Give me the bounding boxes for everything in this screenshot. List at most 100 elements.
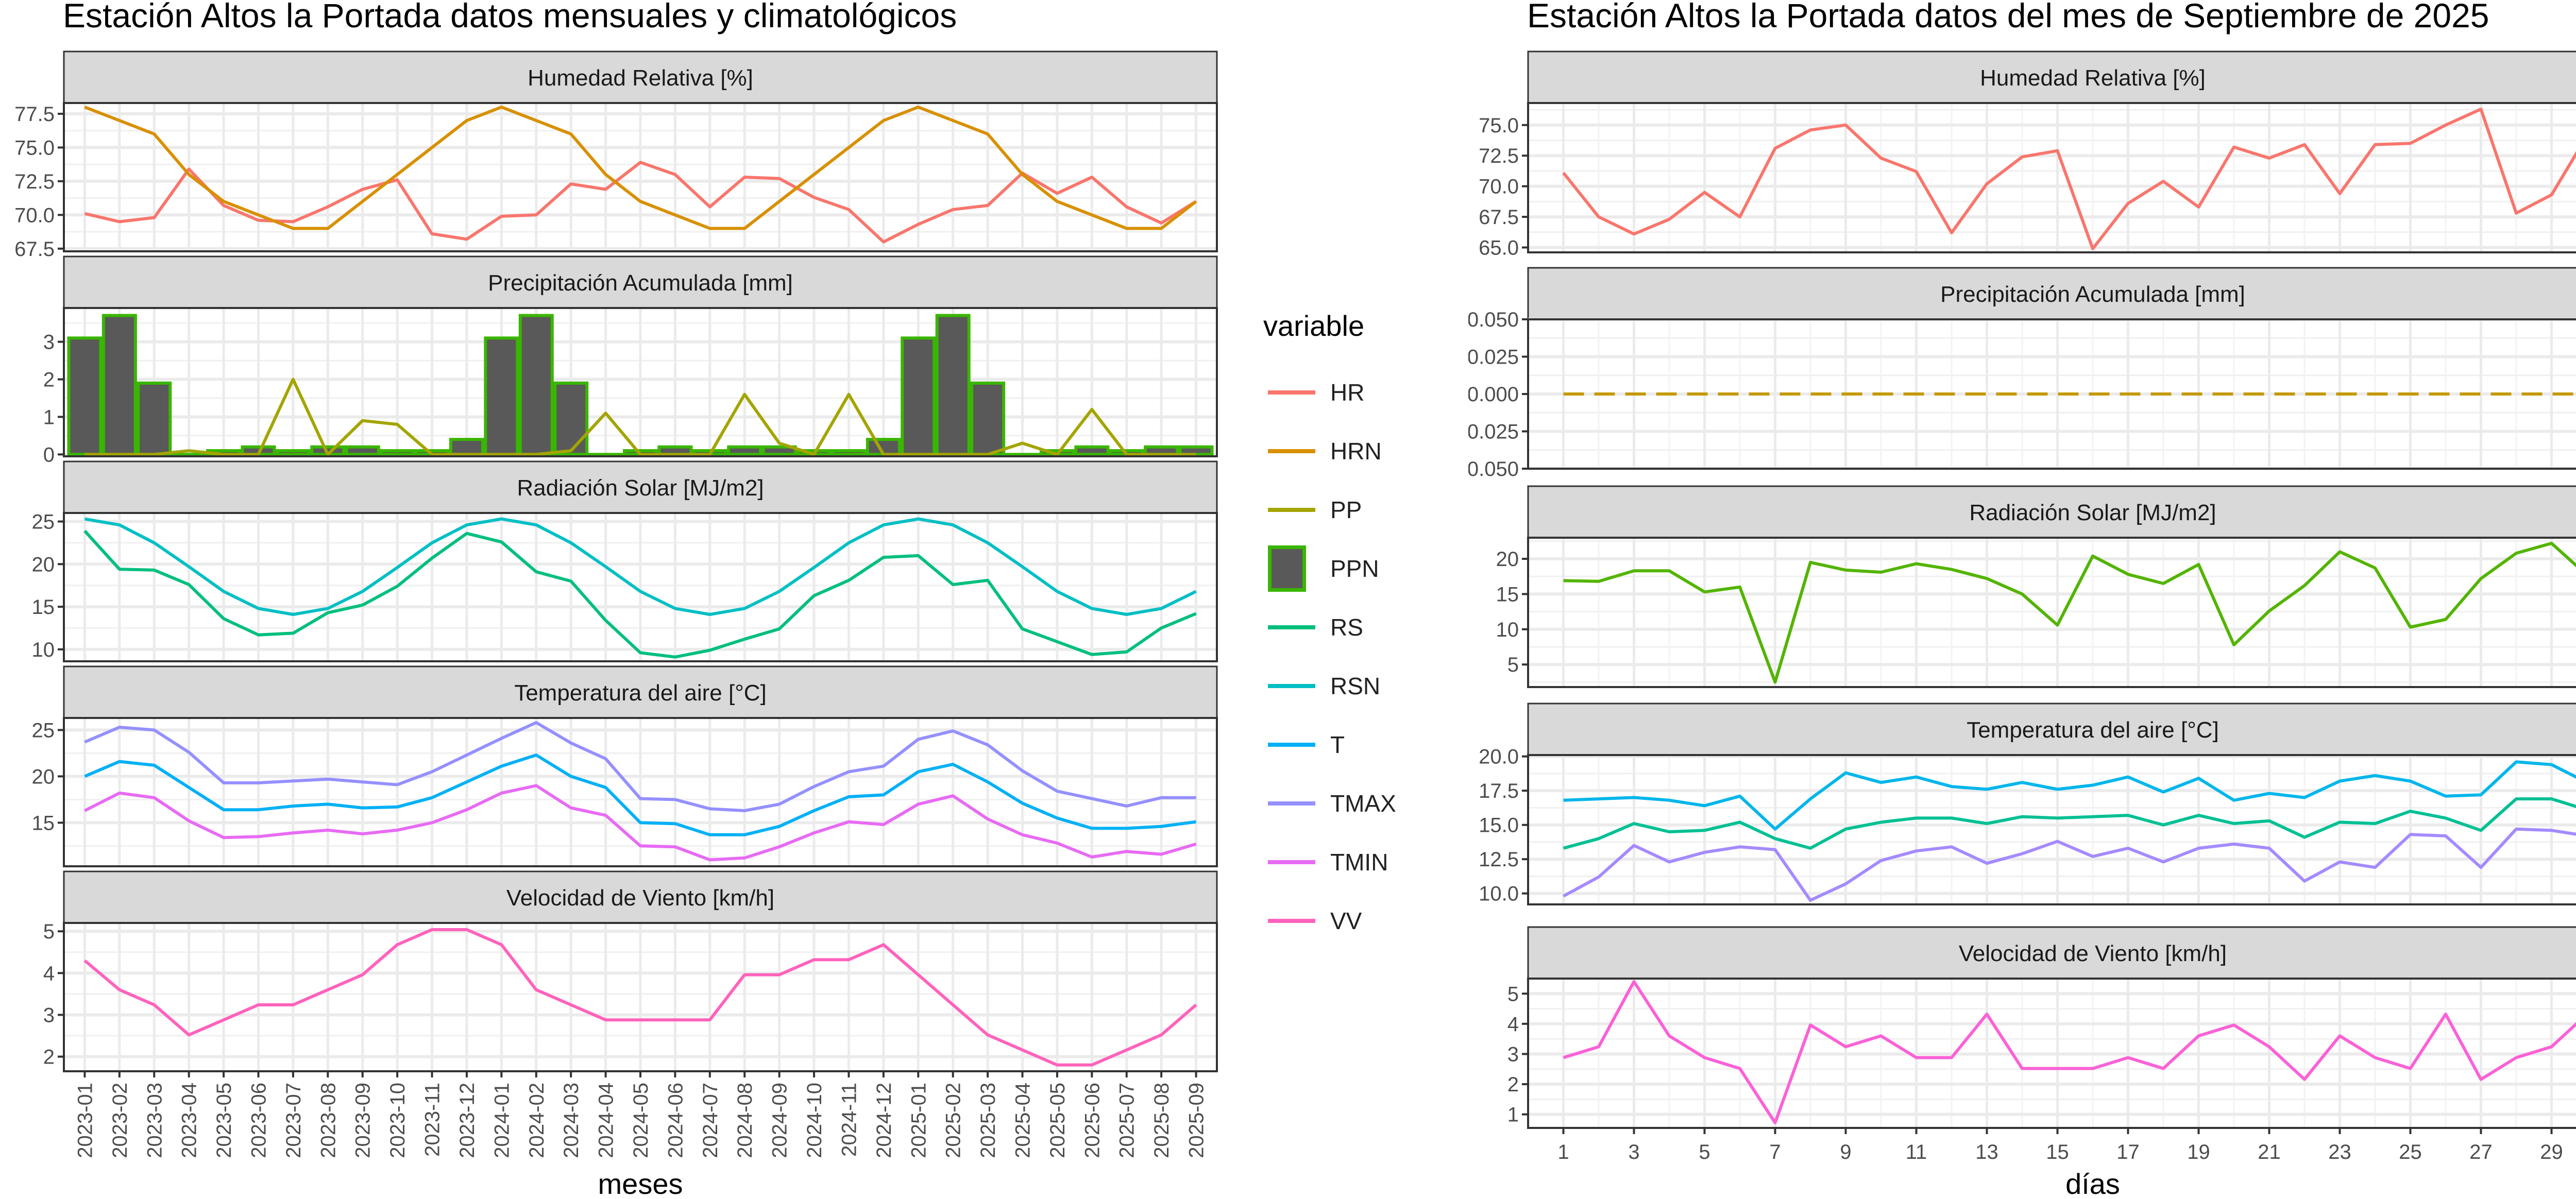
facet-strip-title: Velocidad de Viento [km/h] (506, 885, 774, 911)
x-tick-label: 2023-05 (213, 1083, 235, 1158)
y-tick-label: 77.5 (14, 103, 55, 126)
bar-ppn (275, 449, 311, 456)
left-monthly-chart: Humedad Relativa [%] 67.5 70.0 72.5 75.0 77.5… (14, 50, 1218, 1199)
legend-label: T (1330, 731, 1345, 758)
x-tick-label: 15 (2046, 1141, 2069, 1163)
legend-label: HR (1330, 379, 1365, 406)
bar-ppn (831, 449, 867, 456)
bar-ppn (1074, 445, 1110, 456)
x-tick-label: 2023-03 (143, 1083, 166, 1158)
series-line-vv (1563, 980, 2576, 1124)
facet-strip-title: Radiación Solar [MJ/m2] (1969, 500, 2216, 525)
x-tick-label: 1 (1557, 1141, 1569, 1163)
x-tick-label: 9 (1840, 1141, 1851, 1163)
panel-radiacion-solar-mj-m2: Radiación Solar [MJ/m2] 5 10 15 20 (1496, 485, 2576, 688)
legend-label: PP (1330, 496, 1362, 523)
y-tick-label: 10 (1496, 619, 1519, 641)
panel-border (1527, 537, 2576, 688)
series-line-tmin (84, 784, 1197, 862)
x-tick-label: 2025-01 (907, 1083, 930, 1158)
panel-border (1527, 102, 2576, 253)
bar-ppn (345, 445, 380, 456)
x-tick-label: 7 (1769, 1141, 1781, 1163)
x-tick-label: 2025-06 (1081, 1083, 1104, 1158)
series-line-t (84, 753, 1196, 836)
legend-item-rsn: RSN (1263, 657, 1396, 715)
legend-item-pp: PP (1263, 481, 1396, 539)
legend-label: TMIN (1330, 849, 1388, 876)
facet-strip-title: Humedad Relativa [%] (528, 65, 753, 91)
panel-temperatura-del-aire-c: Temperatura del aire [°C] 15 20 25 (32, 665, 1218, 867)
bar-ppn (67, 336, 103, 456)
legend-item-ppn: PPN (1263, 539, 1396, 598)
series-line-tmin (1563, 827, 2576, 902)
legend-line-key-icon (1263, 834, 1320, 890)
facet-strip (63, 665, 1218, 719)
x-tick-label: 19 (2187, 1141, 2210, 1163)
x-tick-label: 2023-09 (352, 1083, 375, 1158)
x-tick-label: 5 (1699, 1141, 1710, 1163)
legend-label: VV (1330, 907, 1362, 934)
panel-velocidad-de-viento-km-h: Velocidad de Viento [km/h] 1 2 3 4 5 (1507, 926, 2576, 1129)
series-line-vv (83, 928, 1197, 1067)
y-tick-label: 2 (43, 1046, 55, 1069)
y-tick-label: 15.0 (1479, 814, 1519, 837)
facet-strip-title: Precipitación Acumulada [mm] (1940, 282, 2245, 307)
bar-ppn (449, 438, 484, 456)
x-tick-label: 17 (2116, 1141, 2140, 1163)
series-line-rs (83, 529, 1197, 659)
y-tick-label: 75.0 (14, 136, 55, 159)
y-tick-label: 1 (1507, 1104, 1519, 1126)
bar-ppn (970, 381, 1006, 456)
y-tick-label: 75.0 (1479, 114, 1519, 137)
panel-radiacion-solar-mj-m2: Radiación Solar [MJ/m2] 10 15 20 25 (32, 460, 1218, 662)
facet-strip-title: Velocidad de Viento [km/h] (1959, 941, 2227, 966)
y-tick-label: 0.050 (1468, 309, 1519, 331)
y-tick-label: 20 (32, 765, 55, 788)
x-axis: 2023-01 2023-02 2023-03 2023-04 2023-05 2023-… (74, 1071, 1208, 1199)
y-tick-label: 0 (43, 443, 55, 466)
legend-item-hrn: HRN (1263, 422, 1396, 481)
legend-line-key-icon (1263, 423, 1320, 479)
legend-box-key-icon (1263, 540, 1320, 597)
panel-border (63, 512, 1218, 662)
facet-strip (1527, 703, 2576, 756)
x-tick-label: 2023-02 (109, 1083, 131, 1158)
y-tick-label: 2 (43, 369, 55, 391)
facet-strip-title: Humedad Relativa [%] (1980, 65, 2206, 91)
x-tick-label: 2024-11 (838, 1083, 860, 1157)
plot-background (1528, 103, 2576, 252)
panel-border (63, 307, 1218, 457)
panel-border (63, 717, 1218, 867)
x-tick-label: 25 (2399, 1141, 2422, 1163)
legend-line-key-icon (1263, 893, 1320, 949)
legend-line-key-icon (1263, 364, 1320, 421)
legend-label: RS (1330, 614, 1363, 641)
legend-item-tmin: TMIN (1263, 833, 1396, 892)
facet-strip-title: Precipitación Acumulada [mm] (488, 270, 793, 296)
bar-ppn (866, 438, 901, 456)
x-tick-label: 27 (2469, 1141, 2493, 1163)
x-tick-label: 11 (1906, 1141, 1927, 1163)
y-tick-label: 3 (43, 1004, 55, 1026)
y-tick-label: 20.0 (1479, 746, 1519, 768)
bar-ppn (901, 336, 936, 456)
x-tick-label: 2023-08 (317, 1083, 340, 1158)
y-tick-label: 15 (32, 812, 55, 834)
legend-label: HRN (1330, 438, 1382, 465)
facet-strip-title: Radiación Solar [MJ/m2] (517, 475, 764, 501)
panel-humedad-relativa: Humedad Relativa [%] 67.5 70.0 72.5 75.0 77.5 (14, 50, 1218, 261)
panel-temperatura-del-aire-c: Temperatura del aire [°C] 10.0 12.5 15.0 17.… (1479, 703, 2576, 905)
bar-ppn (935, 314, 971, 456)
facet-strip (1527, 485, 2576, 539)
y-tick-label: 0.000 (1468, 383, 1519, 406)
x-axis-label: meses (598, 1168, 683, 1199)
x-tick-label: 2023-01 (74, 1083, 96, 1158)
x-tick-label: 2024-02 (526, 1083, 548, 1158)
legend-line-key-icon (1263, 482, 1320, 538)
x-tick-label: 2023-07 (282, 1083, 305, 1158)
y-tick-label: 25 (32, 719, 55, 742)
x-tick-label: 2023-10 (386, 1083, 409, 1158)
x-tick-label: 13 (1975, 1141, 1998, 1163)
